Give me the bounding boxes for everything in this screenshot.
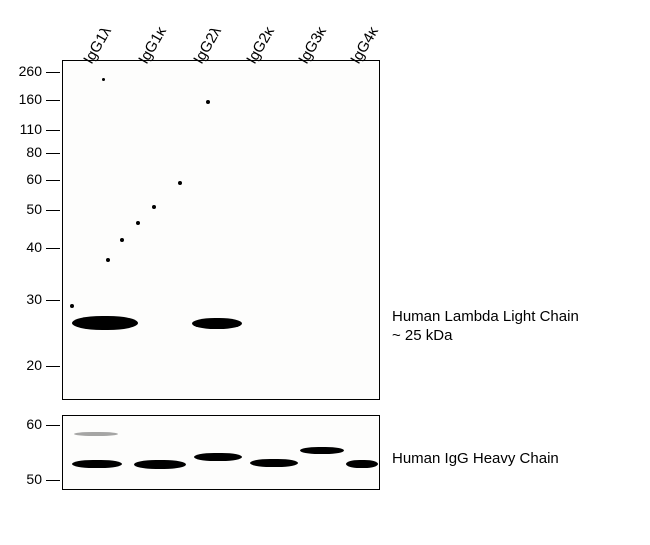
mw-label: 260 <box>12 63 42 79</box>
mw-tick <box>46 100 60 101</box>
mw-label: 50 <box>12 471 42 487</box>
speck <box>70 304 74 308</box>
band <box>194 453 242 461</box>
mw-tick <box>46 72 60 73</box>
mw-tick <box>46 180 60 181</box>
mw-tick <box>46 130 60 131</box>
mw-tick <box>46 248 60 249</box>
mw-tick <box>46 153 60 154</box>
annotation-heavy-chain: Human IgG Heavy Chain <box>392 450 559 469</box>
annotation-line-1: Human Lambda Light Chain <box>392 308 579 325</box>
band <box>300 447 344 454</box>
speck <box>106 258 110 262</box>
speck <box>136 221 140 225</box>
blot-panel-upper <box>62 60 380 400</box>
mw-label: 60 <box>12 171 42 187</box>
speck <box>178 181 182 185</box>
mw-tick <box>46 480 60 481</box>
annotation-line-1: Human IgG Heavy Chain <box>392 450 559 467</box>
band <box>134 460 186 469</box>
annotation-lambda-light-chain: Human Lambda Light Chain ~ 25 kDa <box>392 308 579 346</box>
mw-label: 110 <box>12 121 42 137</box>
mw-label: 20 <box>12 357 42 373</box>
mw-tick <box>46 366 60 367</box>
band-faint <box>74 432 118 436</box>
mw-tick <box>46 425 60 426</box>
mw-label: 40 <box>12 239 42 255</box>
speck <box>206 100 210 104</box>
annotation-line-2: ~ 25 kDa <box>392 327 452 344</box>
speck <box>120 238 124 242</box>
band <box>346 460 378 468</box>
mw-label: 60 <box>12 416 42 432</box>
mw-label: 80 <box>12 144 42 160</box>
band <box>250 459 298 467</box>
band <box>72 316 138 330</box>
mw-label: 160 <box>12 91 42 107</box>
speck <box>152 205 156 209</box>
band <box>192 318 242 329</box>
mw-label: 50 <box>12 201 42 217</box>
mw-tick <box>46 300 60 301</box>
band <box>72 460 122 468</box>
blot-figure: IgG1λIgG1κIgG2λIgG2κIgG3κIgG4κ 260160110… <box>0 0 650 545</box>
mw-label: 30 <box>12 291 42 307</box>
mw-tick <box>46 210 60 211</box>
speck <box>102 78 105 81</box>
